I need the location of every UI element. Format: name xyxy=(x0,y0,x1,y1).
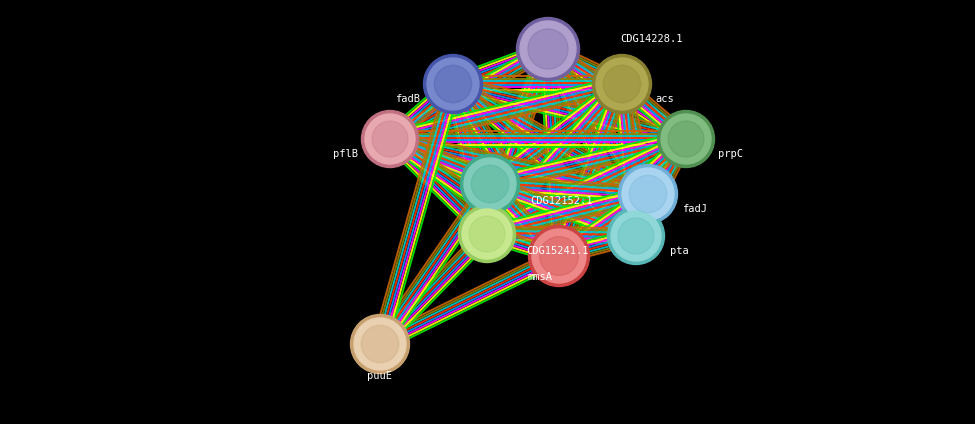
Circle shape xyxy=(460,154,520,214)
Circle shape xyxy=(434,65,472,103)
Text: pta: pta xyxy=(670,246,688,256)
Circle shape xyxy=(668,121,704,157)
Circle shape xyxy=(354,318,406,370)
Circle shape xyxy=(629,175,667,213)
Circle shape xyxy=(661,114,711,164)
Text: mmsA: mmsA xyxy=(527,272,553,282)
Text: acs: acs xyxy=(655,94,674,104)
Circle shape xyxy=(527,29,568,69)
Circle shape xyxy=(618,165,678,223)
Circle shape xyxy=(517,17,579,81)
Text: CDG14228.1: CDG14228.1 xyxy=(620,34,682,44)
Circle shape xyxy=(365,114,415,164)
Circle shape xyxy=(423,55,483,114)
Circle shape xyxy=(469,216,505,252)
Circle shape xyxy=(607,207,665,265)
Circle shape xyxy=(604,65,641,103)
Circle shape xyxy=(532,229,586,283)
Circle shape xyxy=(464,158,516,210)
Circle shape xyxy=(593,55,651,114)
Circle shape xyxy=(462,209,512,259)
Circle shape xyxy=(471,165,509,203)
Circle shape xyxy=(611,211,661,261)
Circle shape xyxy=(427,58,479,110)
Text: pflB: pflB xyxy=(333,149,358,159)
Circle shape xyxy=(528,226,590,287)
Circle shape xyxy=(362,325,399,363)
Circle shape xyxy=(362,111,418,167)
Text: CDG12152.1: CDG12152.1 xyxy=(530,196,593,206)
Circle shape xyxy=(372,121,408,157)
Text: fadB: fadB xyxy=(395,94,420,104)
Circle shape xyxy=(596,58,648,110)
Circle shape xyxy=(657,111,715,167)
Circle shape xyxy=(458,206,516,262)
Circle shape xyxy=(350,315,410,374)
Text: CDG15241.1: CDG15241.1 xyxy=(526,246,589,256)
Text: fadJ: fadJ xyxy=(682,204,707,214)
Circle shape xyxy=(618,218,654,254)
Circle shape xyxy=(520,21,576,77)
Circle shape xyxy=(539,237,578,276)
Text: puuE: puuE xyxy=(368,371,393,381)
Circle shape xyxy=(622,168,674,220)
Text: prpC: prpC xyxy=(718,149,743,159)
